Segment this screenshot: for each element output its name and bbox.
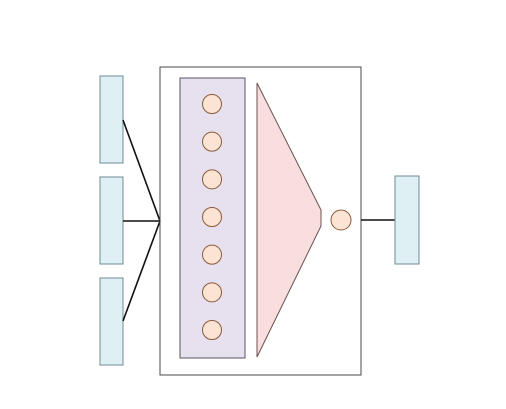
hidden-node-4 (202, 207, 222, 227)
input-block-2 (99, 176, 124, 265)
hidden-node-6 (202, 282, 222, 303)
input-block-1 (99, 75, 124, 164)
input-block-3 (99, 277, 124, 366)
hidden-layer-nodes (202, 94, 222, 340)
connector-input-1 (122, 119, 161, 222)
hidden-node-7 (202, 320, 222, 340)
hidden-node-5 (202, 244, 222, 265)
input-connectors (122, 119, 161, 322)
hidden-node-3 (202, 169, 222, 190)
hidden-node-1 (202, 94, 222, 114)
connector-input-3 (122, 220, 161, 322)
output-block (394, 175, 420, 265)
aggregation-funnel (256, 82, 322, 358)
output-node (330, 209, 352, 231)
model-container (159, 66, 362, 376)
hidden-node-2 (202, 131, 222, 152)
